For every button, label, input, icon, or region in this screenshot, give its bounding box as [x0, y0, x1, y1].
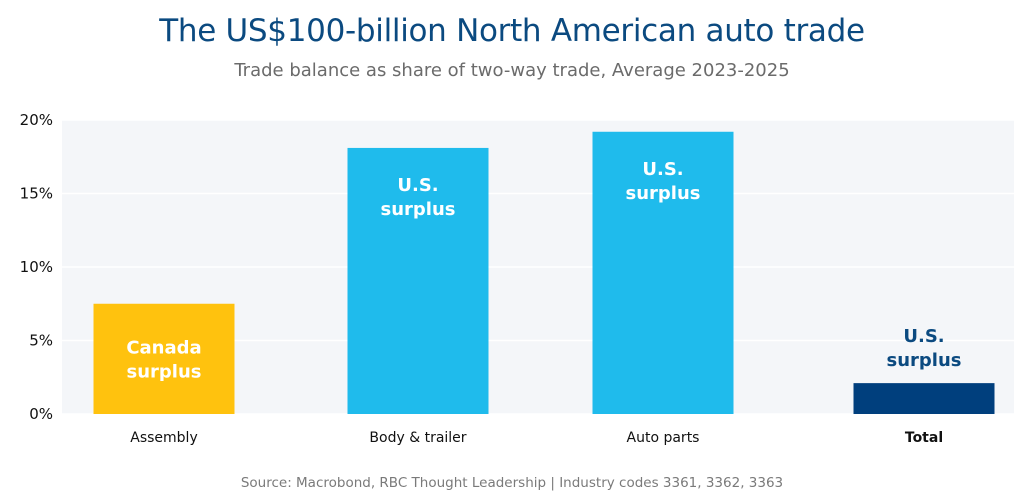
x-axis: Assembly Body & trailer Auto parts Total [130, 430, 943, 446]
bar-data-label: U.S. [903, 326, 944, 347]
bar-data-label: surplus [887, 350, 962, 371]
y-tick-label: 10% [20, 258, 53, 276]
x-category-label: Total [905, 430, 943, 446]
bar-labels: Canada surplus U.S. surplus U.S. surplus U.S. s… [126, 159, 961, 383]
bar [853, 383, 995, 414]
y-tick-label: 15% [20, 185, 53, 203]
bar [347, 147, 489, 414]
bar-data-label: surplus [626, 183, 701, 204]
bars [93, 131, 995, 414]
chart-subtitle: Trade balance as share of two-way trade,… [234, 60, 790, 81]
bar [592, 131, 734, 414]
y-tick-label: 5% [29, 332, 53, 350]
y-tick-label: 0% [29, 405, 53, 423]
bar-data-label: surplus [127, 362, 202, 383]
chart-source: Source: Macrobond, RBC Thought Leadershi… [240, 475, 784, 491]
bar-data-label: U.S. [397, 175, 438, 196]
y-axis: 0% 5% 10% 15% 20% [20, 111, 53, 423]
x-category-label: Auto parts [627, 430, 700, 446]
bar-chart: 0% 5% 10% 15% 20% Canada surplus U.S. surplus U.… [20, 111, 1014, 446]
bar-data-label: Canada [126, 338, 201, 359]
chart-title: The US$100-billion North American auto t… [159, 13, 865, 49]
bar-data-label: surplus [381, 199, 456, 220]
x-category-label: Assembly [130, 430, 197, 446]
bar [93, 303, 235, 414]
y-tick-label: 20% [20, 111, 53, 129]
bar-data-label: U.S. [642, 159, 683, 180]
x-category-label: Body & trailer [369, 430, 466, 446]
